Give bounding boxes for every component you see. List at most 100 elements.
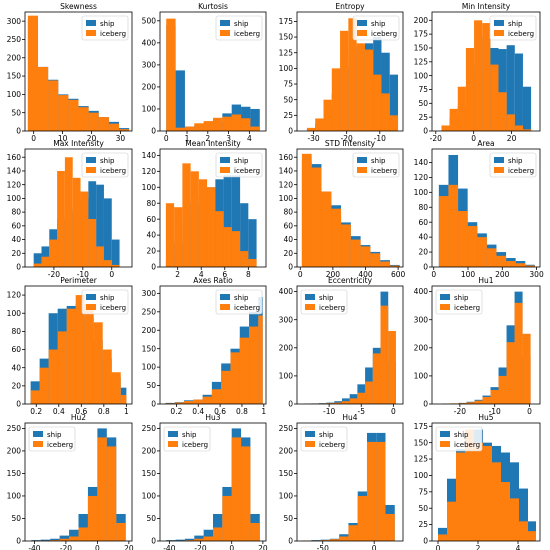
bars bbox=[165, 297, 263, 404]
x-tick-label: 10 bbox=[58, 134, 68, 143]
bar-iceberg-4 bbox=[474, 20, 483, 131]
legend: ship iceberg bbox=[163, 426, 211, 452]
bar-iceberg-4 bbox=[68, 99, 79, 131]
bar-iceberg-10 bbox=[258, 315, 263, 404]
legend-swatch-ship bbox=[494, 157, 504, 163]
y-tick-label: 20 bbox=[418, 248, 428, 257]
y-tick-label: 100 bbox=[414, 471, 429, 480]
bar-iceberg-8 bbox=[108, 123, 119, 131]
bar-iceberg-5 bbox=[213, 527, 223, 541]
axes-frame bbox=[431, 285, 541, 405]
bar-iceberg-5 bbox=[207, 187, 216, 267]
bars bbox=[165, 163, 257, 267]
bar-iceberg-1 bbox=[174, 402, 185, 404]
axes-frame bbox=[24, 11, 133, 132]
y-tick-label: 100 bbox=[279, 194, 294, 203]
bar-iceberg-6 bbox=[84, 304, 94, 404]
bars bbox=[27, 15, 130, 131]
y-tick-label: 120 bbox=[142, 167, 157, 176]
bar-iceberg-7 bbox=[93, 322, 103, 404]
legend-swatch-ship bbox=[220, 157, 230, 163]
bar-iceberg-5 bbox=[348, 525, 358, 541]
bar-iceberg-9 bbox=[514, 125, 523, 131]
bars bbox=[306, 18, 399, 131]
bar-iceberg-6 bbox=[349, 398, 358, 404]
y-tick-label: 50 bbox=[11, 514, 21, 523]
bar-iceberg-3 bbox=[326, 403, 335, 404]
legend-label-ship: ship bbox=[47, 431, 62, 439]
bar-ship-3 bbox=[59, 535, 70, 541]
bar-ship-10 bbox=[522, 86, 532, 131]
bar-iceberg-4 bbox=[203, 121, 213, 131]
y-tick-label: 50 bbox=[11, 108, 21, 117]
y-tick-label: 250 bbox=[7, 35, 22, 44]
bar-iceberg-6 bbox=[222, 495, 232, 541]
x-tick-label: 400 bbox=[358, 270, 373, 279]
x-tick-label: -40 bbox=[28, 544, 40, 550]
bar-iceberg-3 bbox=[331, 68, 341, 131]
legend-label-ship: ship bbox=[508, 157, 523, 165]
bar-iceberg-1 bbox=[41, 256, 50, 267]
x-tick-label: 8 bbox=[246, 270, 251, 279]
x-tick-label: 200 bbox=[495, 270, 510, 279]
legend: ship iceberg bbox=[81, 289, 129, 315]
x-tick-label: 0.8 bbox=[98, 407, 110, 416]
subplot-title: Hu4 bbox=[342, 413, 357, 422]
x-tick-label: 4 bbox=[516, 544, 521, 550]
bar-iceberg-2 bbox=[457, 86, 466, 131]
bar-ship-8 bbox=[231, 175, 241, 267]
y-tick-label: 20 bbox=[11, 381, 21, 390]
bar-iceberg-6 bbox=[357, 495, 367, 541]
bar-iceberg-10 bbox=[522, 129, 532, 131]
x-tick-label: 1 bbox=[124, 407, 129, 416]
subplot-title: Hu5 bbox=[478, 413, 493, 422]
y-tick-label: 0 bbox=[423, 537, 428, 546]
bar-iceberg-5 bbox=[482, 396, 491, 404]
legend-label-iceberg: iceberg bbox=[100, 167, 126, 175]
y-tick-label: 200 bbox=[142, 326, 157, 335]
y-tick-label: 0 bbox=[288, 127, 293, 136]
bar-iceberg-9 bbox=[381, 93, 390, 131]
bar-iceberg-4 bbox=[474, 442, 483, 541]
legend-swatch-iceberg bbox=[86, 167, 96, 173]
legend-label-ship: ship bbox=[371, 157, 386, 165]
legend-label-ship: ship bbox=[234, 157, 249, 165]
bar-iceberg-1 bbox=[447, 501, 456, 541]
legend: ship iceberg bbox=[300, 289, 348, 315]
bar-iceberg-6 bbox=[496, 255, 507, 267]
subplot-title: Skewness bbox=[60, 2, 97, 11]
y-tick-label: 100 bbox=[7, 492, 22, 501]
bar-iceberg-10 bbox=[522, 333, 531, 404]
bar-iceberg-8 bbox=[365, 381, 373, 404]
axes-frame bbox=[24, 148, 133, 268]
subplot-hu4: -50 0 0 50 100 150 200 250 Hu4 ship iceberg bbox=[279, 413, 404, 550]
legend-swatch-ship bbox=[168, 431, 178, 437]
axes-frame bbox=[24, 422, 133, 542]
legend-swatch-ship bbox=[86, 157, 96, 163]
x-tick-label: 0 bbox=[527, 407, 532, 416]
y-tick-label: 150 bbox=[279, 469, 294, 478]
legend-swatch-iceberg bbox=[168, 441, 178, 447]
bars bbox=[441, 20, 532, 131]
subplot-title: Eccentricity bbox=[328, 276, 373, 285]
legend: ship iceberg bbox=[435, 289, 483, 315]
y-tick-label: 150 bbox=[414, 438, 429, 447]
bar-ship-0 bbox=[33, 253, 42, 267]
subplot-title: Hu2 bbox=[71, 413, 86, 422]
y-tick-label: 20 bbox=[283, 249, 293, 258]
legend-label-iceberg: iceberg bbox=[319, 441, 345, 449]
bar-iceberg-7 bbox=[498, 375, 507, 404]
legend-swatch-iceberg bbox=[220, 167, 230, 173]
y-tick-label: 50 bbox=[283, 95, 293, 104]
legend-label-ship: ship bbox=[454, 294, 469, 302]
legend-label-iceberg: iceberg bbox=[508, 167, 534, 175]
bar-iceberg-8 bbox=[510, 498, 519, 541]
y-tick-label: 75 bbox=[418, 85, 428, 94]
y-tick-label: 50 bbox=[146, 381, 156, 390]
y-tick-label: 80 bbox=[283, 208, 293, 217]
bar-ship-2 bbox=[50, 538, 60, 541]
y-tick-label: 125 bbox=[414, 57, 429, 66]
y-tick-label: 200 bbox=[142, 447, 157, 456]
y-tick-label: 200 bbox=[414, 16, 429, 25]
